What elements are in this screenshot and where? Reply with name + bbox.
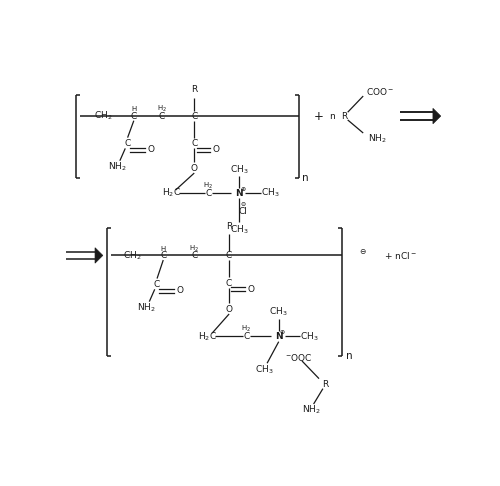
Polygon shape xyxy=(433,108,440,124)
Text: $\mathregular{CH_3}$: $\mathregular{CH_3}$ xyxy=(300,330,319,343)
Text: C: C xyxy=(191,139,198,148)
Text: n: n xyxy=(302,173,308,183)
Text: R: R xyxy=(340,112,347,121)
Text: O: O xyxy=(248,285,254,294)
Text: $\mathregular{CH_3}$: $\mathregular{CH_3}$ xyxy=(230,164,248,176)
Text: C: C xyxy=(243,332,250,341)
Text: $\oplus$: $\oplus$ xyxy=(280,329,286,336)
Text: $\mathregular{CH_3}$: $\mathregular{CH_3}$ xyxy=(261,187,280,199)
Text: $\mathregular{CH_2}$: $\mathregular{CH_2}$ xyxy=(94,110,112,122)
Text: C: C xyxy=(130,112,137,121)
Text: $\mathregular{NH_2}$: $\mathregular{NH_2}$ xyxy=(138,301,156,314)
Text: Cl: Cl xyxy=(238,207,248,216)
Text: $\mathregular{H_2}$: $\mathregular{H_2}$ xyxy=(203,181,213,191)
Text: H: H xyxy=(160,245,166,252)
Text: $\mathregular{CH_3}$: $\mathregular{CH_3}$ xyxy=(256,364,274,377)
Text: $\ominus$: $\ominus$ xyxy=(240,200,246,208)
Text: N: N xyxy=(236,189,243,198)
Text: C: C xyxy=(158,112,165,121)
Text: $\mathregular{H_2C}$: $\mathregular{H_2C}$ xyxy=(198,330,217,343)
Text: O: O xyxy=(226,305,232,314)
Text: $\mathregular{H_2}$: $\mathregular{H_2}$ xyxy=(156,104,166,114)
Text: $+\ \mathregular{nCl^-}$: $+\ \mathregular{nCl^-}$ xyxy=(384,250,417,261)
Text: +: + xyxy=(314,109,323,122)
Text: $\mathregular{NH_2}$: $\mathregular{NH_2}$ xyxy=(368,133,386,145)
Text: $\mathregular{COO^-}$: $\mathregular{COO^-}$ xyxy=(366,86,394,97)
Text: R: R xyxy=(226,222,232,231)
Text: $\mathregular{CH_3}$: $\mathregular{CH_3}$ xyxy=(230,223,248,236)
Text: $\mathregular{H_2}$: $\mathregular{H_2}$ xyxy=(190,243,199,254)
Text: O: O xyxy=(177,286,184,295)
Text: O: O xyxy=(191,164,198,173)
Text: n: n xyxy=(346,350,352,361)
Text: C: C xyxy=(205,189,212,198)
Text: N: N xyxy=(275,332,282,341)
Text: C: C xyxy=(191,251,198,260)
Text: $^{-}\mathregular{OOC}$: $^{-}\mathregular{OOC}$ xyxy=(285,352,312,364)
Text: $\mathregular{CH_3}$: $\mathregular{CH_3}$ xyxy=(270,305,288,318)
Text: C: C xyxy=(226,251,232,260)
Text: $\oplus$: $\oplus$ xyxy=(240,185,246,193)
Text: $\ominus$: $\ominus$ xyxy=(360,247,367,256)
Text: n: n xyxy=(330,112,335,121)
Text: $\mathregular{CH_2}$: $\mathregular{CH_2}$ xyxy=(123,249,142,261)
Text: O: O xyxy=(212,145,220,155)
Text: $\mathregular{H_2}$: $\mathregular{H_2}$ xyxy=(241,324,251,334)
Text: C: C xyxy=(124,139,130,148)
Text: C: C xyxy=(154,280,160,289)
Text: $\mathregular{NH_2}$: $\mathregular{NH_2}$ xyxy=(302,404,321,417)
Text: $\mathregular{H_2C}$: $\mathregular{H_2C}$ xyxy=(162,187,180,199)
Text: C: C xyxy=(160,251,166,260)
Text: $\mathregular{NH_2}$: $\mathregular{NH_2}$ xyxy=(108,161,127,173)
Text: O: O xyxy=(148,145,154,155)
Text: H: H xyxy=(131,106,136,112)
Polygon shape xyxy=(95,248,103,263)
Text: R: R xyxy=(191,86,198,94)
Text: C: C xyxy=(191,112,198,121)
Text: C: C xyxy=(226,278,232,288)
Text: R: R xyxy=(322,380,328,388)
